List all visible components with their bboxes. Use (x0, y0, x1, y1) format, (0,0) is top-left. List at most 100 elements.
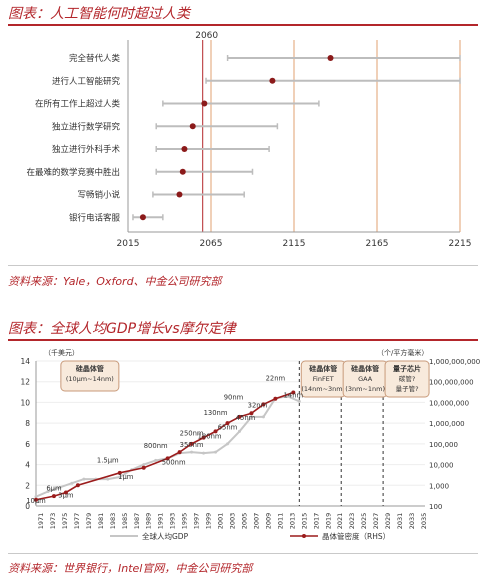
y-right-tick-label: 100,000,000 (429, 379, 474, 387)
node-label: 3μm (58, 492, 74, 500)
chart1-bottom-rule (8, 265, 478, 266)
transistor-point (273, 396, 278, 401)
x-tick-label: 2033 (408, 513, 416, 530)
gdp-point (118, 475, 122, 479)
node-label: 180nm (198, 433, 222, 441)
node-label: 500nm (162, 459, 186, 467)
x-tick-label: 1983 (109, 513, 117, 530)
y-right-tick-label: 10,000 (429, 462, 454, 470)
y-right-tick-label: 100,000 (429, 441, 458, 449)
x-tick-label: 2019 (324, 513, 332, 530)
transistor-point (165, 456, 170, 461)
x-tick-label: 1999 (205, 513, 213, 530)
category-label: 在所有工作上超过人类 (35, 99, 121, 110)
gdp-point (226, 442, 230, 446)
x-tick-label: 2015 (300, 513, 308, 530)
x-tick-label: 1979 (85, 513, 93, 530)
x-tick-label: 2165 (366, 239, 389, 249)
x-tick-label: 1977 (73, 513, 81, 530)
median-point (176, 191, 183, 198)
transistor-point (117, 470, 122, 475)
y-right-label: （个/平方毫米） (377, 348, 428, 357)
y-right-tick-label: 10,000,000 (429, 399, 469, 407)
x-tick-label: 2215 (449, 239, 472, 249)
gdp-point (202, 451, 206, 455)
era-box (384, 360, 430, 398)
x-tick-label: 2029 (384, 513, 392, 530)
x-tick-label: 1973 (49, 513, 57, 530)
median-point (201, 100, 208, 107)
y-left-tick-label: 0 (25, 502, 30, 511)
x-tick-label: 1991 (157, 513, 165, 530)
y-left-tick-label: 4 (25, 461, 30, 470)
x-tick-label: 1993 (169, 513, 177, 530)
x-tick-label: 2005 (240, 513, 248, 530)
gdp-point (46, 490, 50, 493)
gdp-point (237, 429, 241, 433)
gdp-point (70, 481, 74, 485)
category-label: 独立进行外科手术 (52, 144, 121, 155)
x-tick-label: 2021 (336, 513, 344, 530)
transistor-point (249, 411, 254, 416)
category-label: 完全替代人类 (69, 53, 121, 64)
node-label: 14nm (284, 391, 304, 399)
y-left-tick-label: 6 (25, 440, 30, 449)
transistor-point (237, 414, 242, 419)
era-box-title: 硅晶体管 (309, 364, 337, 373)
node-label: 65nm (218, 423, 238, 431)
chart2-title-rule (8, 339, 478, 341)
era-box-detail: (14nm~3nm) (301, 385, 345, 393)
x-tick-label: 2115 (283, 239, 306, 249)
legend-transistor-label: 晶体管密度（RHS） (322, 531, 390, 541)
x-tick-label: 1987 (133, 513, 141, 530)
era-box-detail: 量子管? (396, 384, 419, 393)
node-label: 130nm (204, 409, 228, 417)
gdp-point (142, 463, 146, 467)
x-tick-label: 1975 (61, 513, 69, 530)
era-box-subtitle: GAA (358, 375, 373, 383)
era-box-subtitle: FinFET (313, 375, 334, 383)
gdp-series-line (35, 395, 300, 498)
x-tick-label: 2003 (229, 513, 237, 530)
x-tick-label: 2027 (372, 513, 380, 530)
era-box-title: 量子芯片 (393, 364, 421, 373)
transistor-point (63, 490, 68, 495)
x-tick-label: 2023 (348, 513, 356, 530)
transistor-point (75, 483, 80, 488)
x-tick-label: 2011 (276, 513, 284, 530)
category-label: 独立进行数学研究 (52, 121, 121, 132)
y-left-tick-label: 10 (20, 398, 30, 407)
node-label: 350nm (180, 441, 204, 449)
node-label: 250nm (180, 430, 204, 438)
transistor-point (213, 429, 218, 434)
y-right-tick-label: 1,000,000,000 (429, 358, 480, 366)
y-right-tick-label: 1,000,000 (429, 420, 465, 428)
x-tick-label: 1981 (97, 513, 105, 530)
y-left-label: （千美元） (44, 348, 79, 357)
transistor-point (291, 390, 296, 395)
x-tick-label: 1989 (145, 513, 153, 530)
era-box (60, 360, 120, 392)
y-right-tick-label: 100 (429, 503, 442, 511)
y-left-tick-label: 14 (20, 357, 30, 366)
era-box-subtitle: (10μm~14nm) (66, 375, 114, 383)
x-tick-label: 2017 (312, 513, 320, 530)
category-label: 在最难的数学竞赛中胜出 (26, 167, 120, 178)
era-box-title: 硅晶体管 (76, 364, 104, 373)
gdp-point (106, 477, 110, 481)
y-left-tick-label: 2 (25, 481, 30, 490)
x-tick-label: 2009 (264, 513, 272, 530)
node-label: 6μm (46, 484, 62, 492)
x-tick-label: 2007 (252, 513, 260, 530)
median-point (269, 77, 276, 84)
transistor-point (201, 435, 206, 440)
node-label: 90nm (224, 393, 244, 401)
gdp-point (58, 485, 62, 489)
era-box-title: 硅晶体管 (351, 364, 379, 373)
transistor-point (177, 450, 182, 455)
legend-gdp-label: 全球人均GDP (142, 531, 189, 541)
x-tick-label: 1995 (181, 513, 189, 530)
transistor-point (225, 421, 230, 426)
chart1-source: 资料来源：Yale，Oxford、中金公司研究部 (8, 275, 222, 288)
transistor-point (141, 465, 146, 470)
